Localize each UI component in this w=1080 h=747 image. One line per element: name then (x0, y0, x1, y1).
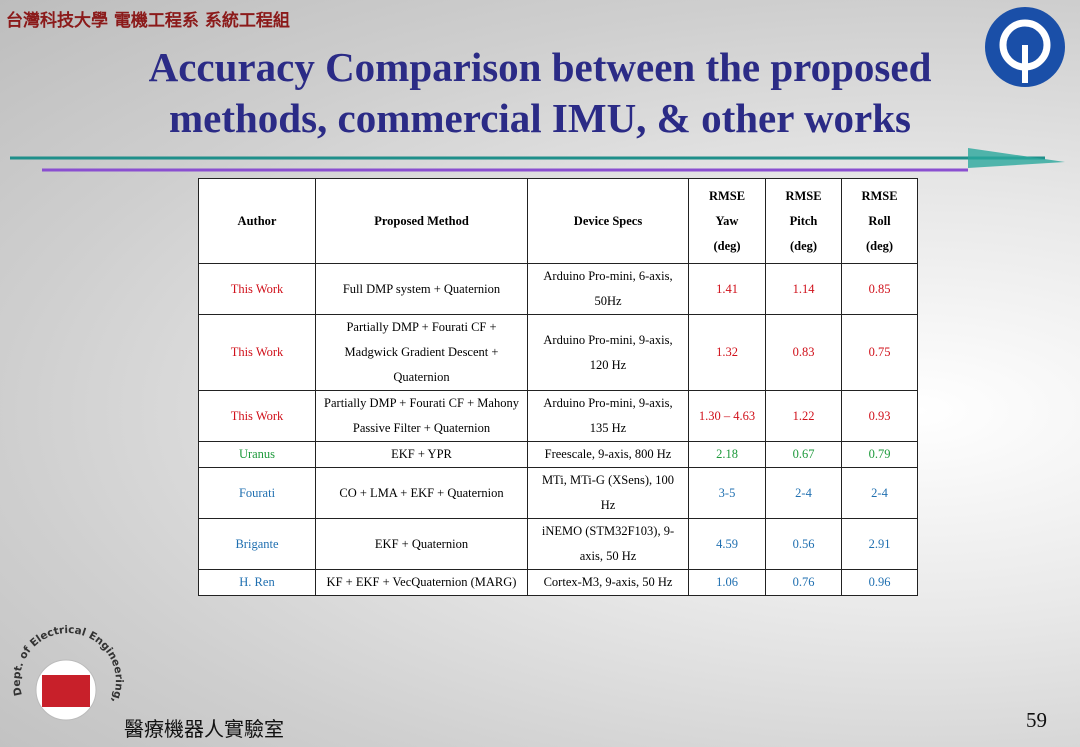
table-cell: 0.85 (841, 263, 918, 315)
table-cell: EKF + Quaternion (315, 518, 528, 570)
lab-name: 醫療機器人實驗室 (124, 717, 284, 741)
table-cell: 2-4 (765, 467, 842, 519)
table-cell: 1.30 – 4.63 (688, 390, 766, 442)
header-line: RMSE (785, 188, 822, 203)
header-line: Yaw (715, 213, 739, 228)
table-cell: Freescale, 9-axis, 800 Hz (527, 441, 689, 468)
header-line: (deg) (865, 238, 894, 253)
table-cell: This Work (198, 390, 316, 442)
column-header: Device Specs (527, 178, 689, 264)
comparison-table: Author Proposed Method Device Specs RMSE Yaw… (198, 178, 918, 596)
table-cell: This Work (198, 314, 316, 391)
table-row: This Work Partially DMP + Fourati CF + Ma… (198, 314, 918, 391)
column-header: RMSE Yaw (deg) (688, 178, 766, 264)
table-cell: Cortex-M3, 9-axis, 50 Hz (527, 569, 689, 596)
table-cell: 1.41 (688, 263, 766, 315)
slide-title: Accuracy Comparison between the proposed… (60, 42, 1020, 144)
table-row: Uranus EKF + YPR Freescale, 9-axis, 800 Hz… (198, 441, 918, 468)
table-cell: 0.75 (841, 314, 918, 391)
title-line: Accuracy Comparison between the proposed (148, 44, 932, 90)
column-header: Author (198, 178, 316, 264)
table-cell: EKF + YPR (315, 441, 528, 468)
page-number: 59 (1026, 708, 1047, 732)
table-cell: iNEMO (STM32F103), 9-axis, 50 Hz (527, 518, 689, 570)
table-cell: 2.18 (688, 441, 766, 468)
header-line: Pitch (789, 213, 818, 228)
header-line: Proposed Method (374, 213, 469, 228)
table-cell: 0.93 (841, 390, 918, 442)
table-cell: MTi, MTi-G (XSens), 100 Hz (527, 467, 689, 519)
table-cell: Arduino Pro-mini, 6-axis, 50Hz (527, 263, 689, 315)
column-header: Proposed Method (315, 178, 528, 264)
header-line: RMSE (861, 188, 898, 203)
table-cell: 1.14 (765, 263, 842, 315)
table-cell: Uranus (198, 441, 316, 468)
logo-bar (1022, 45, 1028, 83)
table-cell: Arduino Pro-mini, 9-axis, 120 Hz (527, 314, 689, 391)
header-line: Roll (868, 213, 891, 228)
table-cell: Fourati (198, 467, 316, 519)
seal-icon (42, 675, 90, 707)
table-row: Brigante EKF + Quaternion iNEMO (STM32F103… (198, 518, 918, 570)
table-row: H. Ren KF + EKF + VecQuaternion (MARG) Cor… (198, 569, 918, 596)
title-line: methods, commercial IMU, & other works (168, 95, 912, 141)
table-cell: Partially DMP + Fourati CF + Madgwick Gr… (315, 314, 528, 391)
table-row: This Work Partially DMP + Fourati CF + Ma… (198, 390, 918, 442)
column-header: RMSE Pitch (deg) (765, 178, 842, 264)
table-cell: This Work (198, 263, 316, 315)
column-header: RMSE Roll (deg) (841, 178, 918, 264)
table-cell: 4.59 (688, 518, 766, 570)
table-cell: 0.96 (841, 569, 918, 596)
table-cell: 2-4 (841, 467, 918, 519)
header-line: Author (237, 213, 277, 228)
header-line: (deg) (789, 238, 818, 253)
header-row: Author Proposed Method Device Specs RMSE Yaw… (198, 178, 918, 264)
table-cell: CO + LMA + EKF + Quaternion (315, 467, 528, 519)
table-cell: 1.32 (688, 314, 766, 391)
table-cell: 0.67 (765, 441, 842, 468)
table-cell: H. Ren (198, 569, 316, 596)
table-cell: 2.91 (841, 518, 918, 570)
table-cell: Partially DMP + Fourati CF + Mahony Pass… (315, 390, 528, 442)
table-cell: 0.83 (765, 314, 842, 391)
table-cell: 1.22 (765, 390, 842, 442)
table-row: This Work Full DMP system + Quaternion Ard… (198, 263, 918, 315)
table-cell: 1.06 (688, 569, 766, 596)
table-cell: Brigante (198, 518, 316, 570)
header-line: Device Specs (573, 213, 643, 228)
header-line: RMSE (708, 188, 746, 203)
table-cell: 0.56 (765, 518, 842, 570)
table-cell: Arduino Pro-mini, 9-axis, 135 Hz (527, 390, 689, 442)
arrow (968, 148, 1065, 168)
table-cell: 0.76 (765, 569, 842, 596)
table-cell: 0.79 (841, 441, 918, 468)
table-row: Fourati CO + LMA + EKF + Quaternion MTi, M… (198, 467, 918, 519)
table-cell: Full DMP system + Quaternion (315, 263, 528, 315)
institution: 台灣科技大學 電機工程系 系統工程組 (6, 11, 290, 31)
table-cell: KF + EKF + VecQuaternion (MARG) (315, 569, 528, 596)
table-cell: 3-5 (688, 467, 766, 519)
header-line: (deg) (713, 238, 741, 253)
